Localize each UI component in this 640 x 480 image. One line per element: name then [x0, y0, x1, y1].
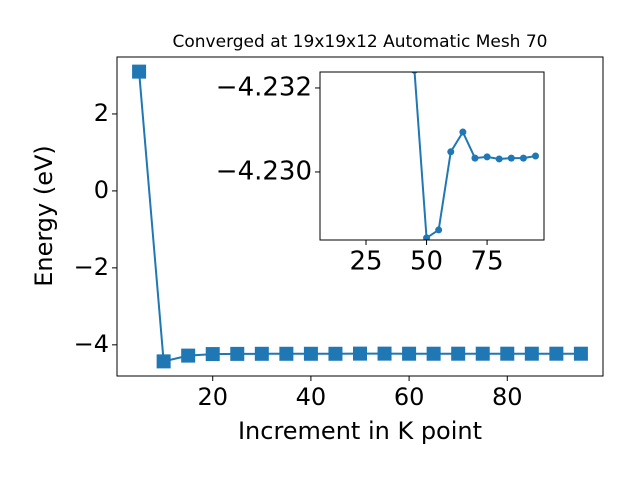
- data-point: [303, 346, 318, 361]
- x-tick-label: 20: [197, 383, 228, 411]
- data-point: [181, 348, 196, 363]
- data-point: [156, 354, 171, 369]
- y-tick-label: −4: [74, 330, 109, 358]
- data-point: [402, 346, 417, 361]
- x-tick-label: 25: [349, 247, 382, 277]
- data-point: [475, 346, 490, 361]
- chart-title: Converged at 19x19x12 Automatic Mesh 70: [173, 32, 548, 52]
- data-point: [495, 155, 503, 163]
- data-point: [459, 128, 467, 136]
- data-point: [205, 347, 220, 362]
- data-point: [500, 346, 515, 361]
- axes-frame: [116, 56, 604, 377]
- x-tick-label: 75: [471, 247, 504, 277]
- data-point: [426, 346, 441, 361]
- x-axis-label: Increment in K point: [238, 417, 482, 445]
- data-point: [435, 226, 443, 234]
- data-point: [353, 346, 367, 361]
- data-point: [524, 346, 539, 361]
- data-point: [279, 346, 294, 361]
- plot-area: [320, 72, 544, 240]
- y-tick-label: −4.230: [216, 156, 312, 186]
- x-tick-label: 50: [410, 247, 443, 277]
- x-tick-label: 40: [296, 383, 327, 411]
- y-tick-label: 2: [94, 99, 109, 127]
- data-point: [328, 346, 343, 361]
- data-point: [447, 148, 455, 156]
- series: [132, 64, 588, 369]
- data-point: [471, 154, 479, 162]
- data-point: [132, 64, 147, 79]
- data-point: [377, 346, 392, 361]
- data-point: [549, 346, 564, 361]
- y-tick-label: 0: [94, 176, 109, 204]
- data-point: [483, 153, 491, 161]
- x-tick-label: 80: [492, 383, 523, 411]
- data-point: [573, 346, 588, 361]
- data-point: [519, 154, 527, 162]
- y-axis-label: Energy (eV): [30, 145, 58, 287]
- data-point: [451, 346, 466, 361]
- data-point: [532, 152, 540, 160]
- data-point: [254, 346, 269, 361]
- data-point: [423, 234, 431, 240]
- axes-frame: [319, 71, 545, 241]
- y-tick-label: −4.232: [216, 72, 312, 102]
- data-point: [230, 346, 245, 361]
- data-point: [507, 154, 515, 162]
- y-tick-label: −2: [74, 253, 109, 281]
- series: [400, 72, 540, 240]
- x-tick-label: 60: [394, 383, 425, 411]
